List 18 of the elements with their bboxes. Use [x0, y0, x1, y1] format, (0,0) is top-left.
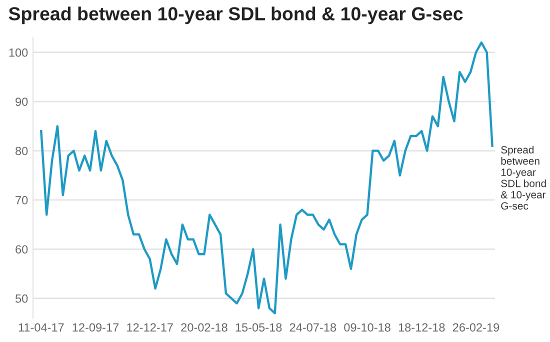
x-tick-label: 18-12-18: [398, 323, 445, 332]
chart-title: Spread between 10-year SDL bond & 10-year G-sec: [8, 6, 463, 24]
y-tick-label: 90: [16, 98, 28, 106]
y-tick-label: 80: [16, 146, 28, 156]
x-tick-label: 11-04-17: [18, 323, 64, 332]
y-tick-label: 70: [16, 196, 28, 204]
x-tick-label: 15-05-18: [236, 323, 282, 332]
y-tick-label: 100: [9, 48, 28, 57]
line-series: [40, 41, 494, 314]
x-tick-label: 12-12-17: [127, 323, 173, 332]
y-tick-label: 50: [15, 294, 28, 303]
x-tick-label: 12-09-17: [72, 323, 119, 332]
x-tick-label: 20-02-18: [181, 323, 228, 332]
x-tick-label: 26-02-19: [452, 323, 500, 332]
y-tick-label: 60: [16, 245, 28, 254]
x-tick-label: 24-07-18: [290, 323, 336, 332]
series-label: Spread between 10-year SDL bond & 10-year G-sec: [500, 146, 546, 210]
x-tick-label: 09-10-18: [344, 323, 390, 332]
